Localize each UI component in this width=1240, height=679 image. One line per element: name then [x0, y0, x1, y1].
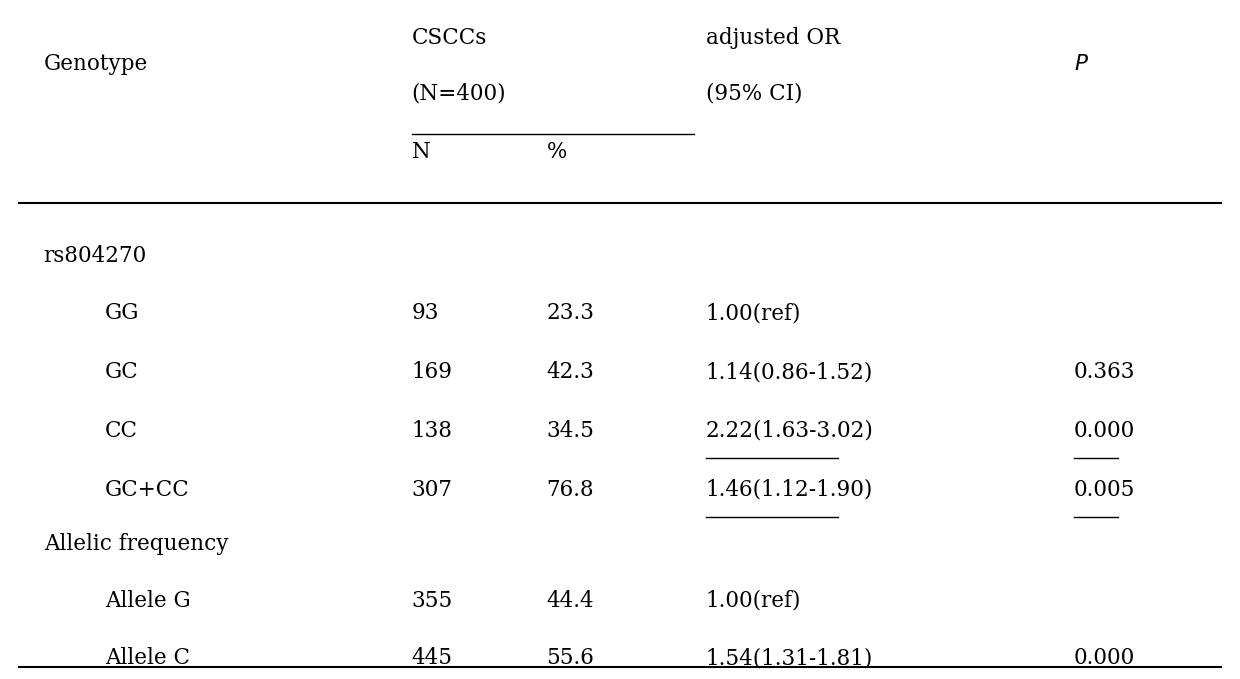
Text: 169: 169 — [412, 361, 453, 383]
Text: 0.005: 0.005 — [1074, 479, 1135, 501]
Text: 138: 138 — [412, 420, 453, 442]
Text: 307: 307 — [412, 479, 453, 501]
Text: GC: GC — [105, 361, 139, 383]
Text: (N=400): (N=400) — [412, 82, 506, 104]
Text: N: N — [412, 141, 430, 163]
Text: $\mathit{P}$: $\mathit{P}$ — [1074, 53, 1089, 75]
Text: Allele C: Allele C — [105, 648, 190, 669]
Text: Allelic frequency: Allelic frequency — [43, 533, 228, 555]
Text: CC: CC — [105, 420, 138, 442]
Text: 93: 93 — [412, 302, 439, 325]
Text: GC+CC: GC+CC — [105, 479, 190, 501]
Text: Allele G: Allele G — [105, 590, 191, 612]
Text: 0.000: 0.000 — [1074, 648, 1135, 669]
Text: 1.00(ref): 1.00(ref) — [706, 302, 801, 325]
Text: 42.3: 42.3 — [547, 361, 594, 383]
Text: rs804270: rs804270 — [43, 246, 148, 268]
Text: %: % — [547, 141, 567, 163]
Text: CSCCs: CSCCs — [412, 26, 487, 49]
Text: 1.14(0.86-1.52): 1.14(0.86-1.52) — [706, 361, 873, 383]
Text: 55.6: 55.6 — [547, 648, 594, 669]
Text: 1.54(1.31-1.81): 1.54(1.31-1.81) — [706, 648, 873, 669]
Text: 44.4: 44.4 — [547, 590, 594, 612]
Text: 355: 355 — [412, 590, 453, 612]
Text: (95% CI): (95% CI) — [706, 82, 802, 104]
Text: adjusted OR: adjusted OR — [706, 26, 839, 49]
Text: 2.22(1.63-3.02): 2.22(1.63-3.02) — [706, 420, 874, 442]
Text: Genotype: Genotype — [43, 53, 148, 75]
Text: 445: 445 — [412, 648, 453, 669]
Text: 0.363: 0.363 — [1074, 361, 1135, 383]
Text: 34.5: 34.5 — [547, 420, 594, 442]
Text: 76.8: 76.8 — [547, 479, 594, 501]
Text: 0.000: 0.000 — [1074, 420, 1135, 442]
Text: 23.3: 23.3 — [547, 302, 594, 325]
Text: 1.00(ref): 1.00(ref) — [706, 590, 801, 612]
Text: GG: GG — [105, 302, 140, 325]
Text: 1.46(1.12-1.90): 1.46(1.12-1.90) — [706, 479, 873, 501]
